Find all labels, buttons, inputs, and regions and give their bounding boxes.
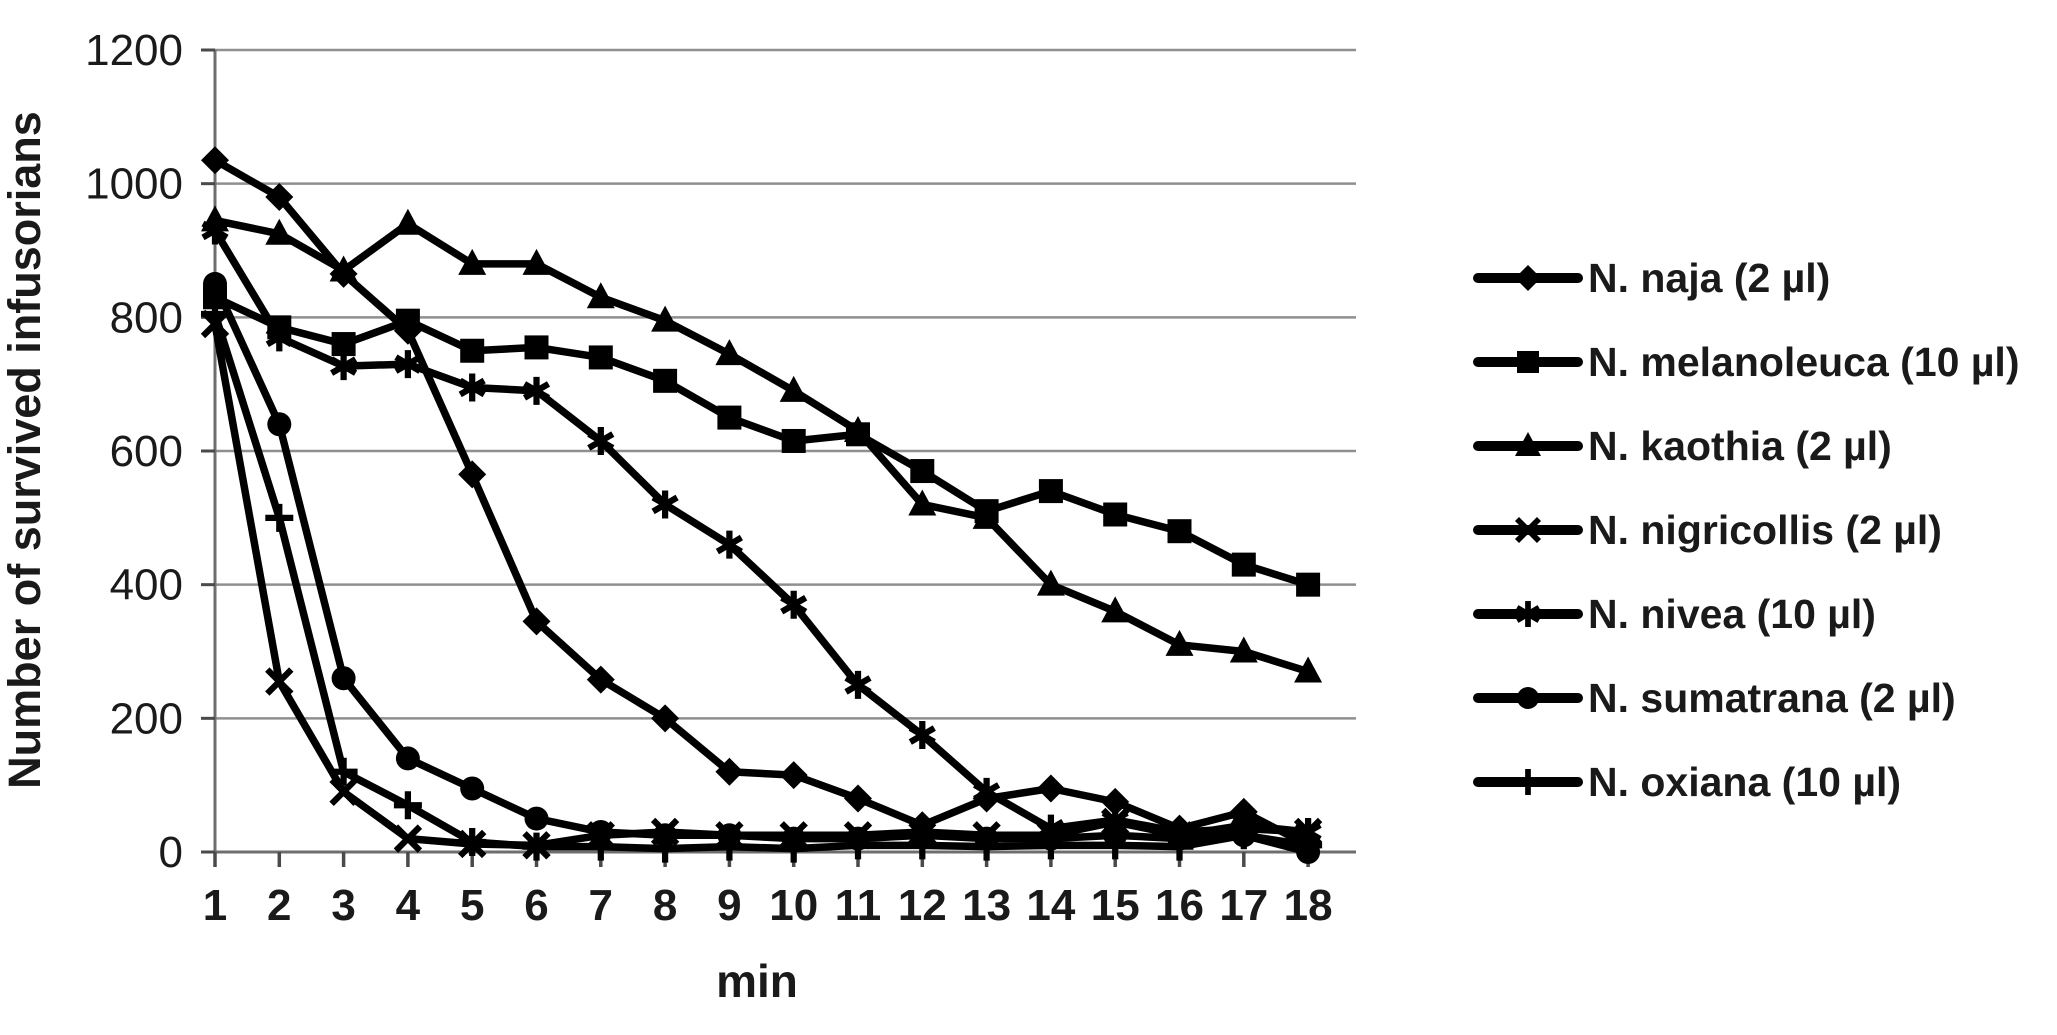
y-tick-label-0: 0 [159,828,183,877]
legend-item-n-kaothia-l: N. kaothia (2 µl) [1473,423,1892,469]
legend-marker-circle-icon [1517,687,1539,709]
legend-item-n-sumatrana-l: N. sumatrana (2 µl) [1473,675,1956,721]
y-tick-label-600: 600 [110,427,183,476]
y-tick-label-200: 200 [110,694,183,743]
legend-label-n-nigricollis-l: N. nigricollis (2 µl) [1588,507,1942,553]
x-tick-label-10: 10 [769,881,818,930]
x-tick-label-4: 4 [396,881,421,930]
legend-marker-diamond-icon [1515,265,1541,291]
legend-label-n-melanoleuca-l: N. melanoleuca (10 µl) [1588,339,2019,385]
legend-item-n-naja-l: N. naja (2 µl) [1473,255,1830,301]
series-line-n-nivea-l [211,226,1312,836]
legend-marker-square-icon [1517,351,1539,373]
legend-label-n-nivea-l: N. nivea (10 µl) [1588,591,1876,637]
legend-item-n-oxiana-l: N. oxiana (10 µl) [1473,759,1901,805]
x-tick-label-11: 11 [835,881,882,930]
x-tick-label-8: 8 [653,881,677,930]
x-tick-label-16: 16 [1155,881,1204,930]
x-tick-label-18: 18 [1284,881,1333,930]
series-n-oxiana-l [201,299,1323,863]
legend-label-n-kaothia-l: N. kaothia (2 µl) [1588,423,1892,469]
x-tick-label-3: 3 [331,881,355,930]
y-tick-label-800: 800 [110,293,183,342]
x-tick-label-6: 6 [524,881,548,930]
series-n-kaothia-l [201,205,1323,683]
x-tick-label-15: 15 [1091,881,1140,930]
x-tick-label-1: 1 [203,881,227,930]
series-markers-n-oxiana-l [201,299,1323,863]
x-tick-label-13: 13 [962,881,1011,930]
x-tick-label-5: 5 [460,881,484,930]
legend-marker-plus-icon [1515,769,1541,795]
x-tick-label-2: 2 [267,881,291,930]
legend-item-n-nivea-l: N. nivea (10 µl) [1473,591,1876,637]
legend-label-n-sumatrana-l: N. sumatrana (2 µl) [1588,675,1956,721]
legend-item-n-melanoleuca-l: N. melanoleuca (10 µl) [1473,339,2019,385]
y-tick-label-1000: 1000 [85,160,183,209]
series-markers-n-sumatrana-l [203,271,1321,864]
x-tick-label-14: 14 [1026,881,1075,930]
x-tick-label-7: 7 [589,881,613,930]
legend-label-n-oxiana-l: N. oxiana (10 µl) [1588,759,1901,805]
legend-item-n-nigricollis-l: N. nigricollis (2 µl) [1473,507,1942,553]
x-tick-label-17: 17 [1219,881,1268,930]
legend-label-n-naja-l: N. naja (2 µl) [1588,255,1830,301]
x-axis-title: min [716,955,798,1007]
legend: N. naja (2 µl) N. melanoleuca (10 µl) N. k… [1473,255,2019,805]
x-tick-label-12: 12 [898,881,947,930]
legend-marker-triangle-icon [1515,432,1541,456]
legend-marker-x-icon [1514,516,1542,544]
y-tick-label-1200: 1200 [85,26,183,75]
y-tick-label-400: 400 [110,561,183,610]
legend-marker-asterisk-icon [1515,601,1541,627]
y-axis-title: Number of survived infusorians [0,111,50,789]
x-tick-label-9: 9 [717,881,741,930]
series-n-sumatrana-l [203,271,1321,864]
